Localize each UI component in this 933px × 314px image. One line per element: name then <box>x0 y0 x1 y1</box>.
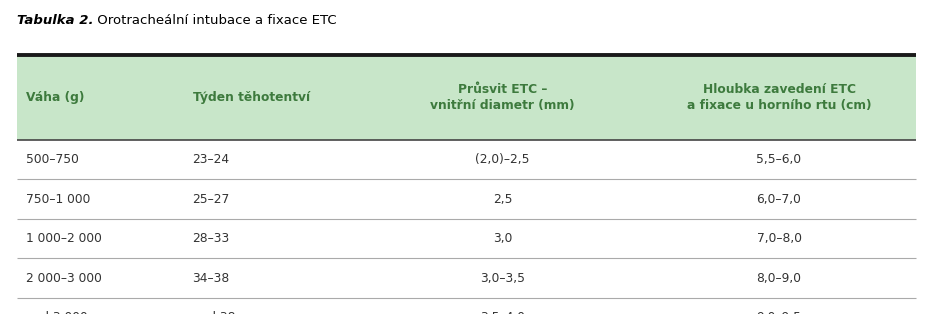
Text: 23–24: 23–24 <box>192 153 230 166</box>
Text: (2,0)–2,5: (2,0)–2,5 <box>475 153 530 166</box>
Text: Tabulka 2.: Tabulka 2. <box>17 14 93 27</box>
Text: 28–33: 28–33 <box>192 232 230 245</box>
Text: nad 38: nad 38 <box>192 311 235 314</box>
Text: 5,5–6,0: 5,5–6,0 <box>757 153 801 166</box>
Text: 6,0–7,0: 6,0–7,0 <box>757 192 801 206</box>
Text: 500–750: 500–750 <box>26 153 79 166</box>
Text: 3,0–3,5: 3,0–3,5 <box>480 272 525 285</box>
Text: 9,0–9,5: 9,0–9,5 <box>757 311 801 314</box>
Text: 7,0–8,0: 7,0–8,0 <box>757 232 801 245</box>
Text: 3,5–4,0: 3,5–4,0 <box>480 311 525 314</box>
Text: 2,5: 2,5 <box>493 192 512 206</box>
Text: Průsvit ETC –
vnitřní diametr (mm): Průsvit ETC – vnitřní diametr (mm) <box>430 83 575 112</box>
Text: 25–27: 25–27 <box>192 192 230 206</box>
Text: 1 000–2 000: 1 000–2 000 <box>26 232 102 245</box>
Bar <box>17 55 916 140</box>
Text: 8,0–9,0: 8,0–9,0 <box>757 272 801 285</box>
Text: 3,0: 3,0 <box>493 232 512 245</box>
Text: Týden těhotentví: Týden těhotentví <box>192 91 310 104</box>
Text: nad 3 000: nad 3 000 <box>26 311 88 314</box>
Text: Hloubka zavedení ETC
a fixace u horního rtu (cm): Hloubka zavedení ETC a fixace u horního … <box>687 83 871 112</box>
Text: 34–38: 34–38 <box>192 272 230 285</box>
Text: 750–1 000: 750–1 000 <box>26 192 91 206</box>
Text: 2 000–3 000: 2 000–3 000 <box>26 272 102 285</box>
Text: Orotracheální intubace a fixace ETC: Orotracheální intubace a fixace ETC <box>93 14 337 27</box>
Text: Váha (g): Váha (g) <box>26 91 85 104</box>
